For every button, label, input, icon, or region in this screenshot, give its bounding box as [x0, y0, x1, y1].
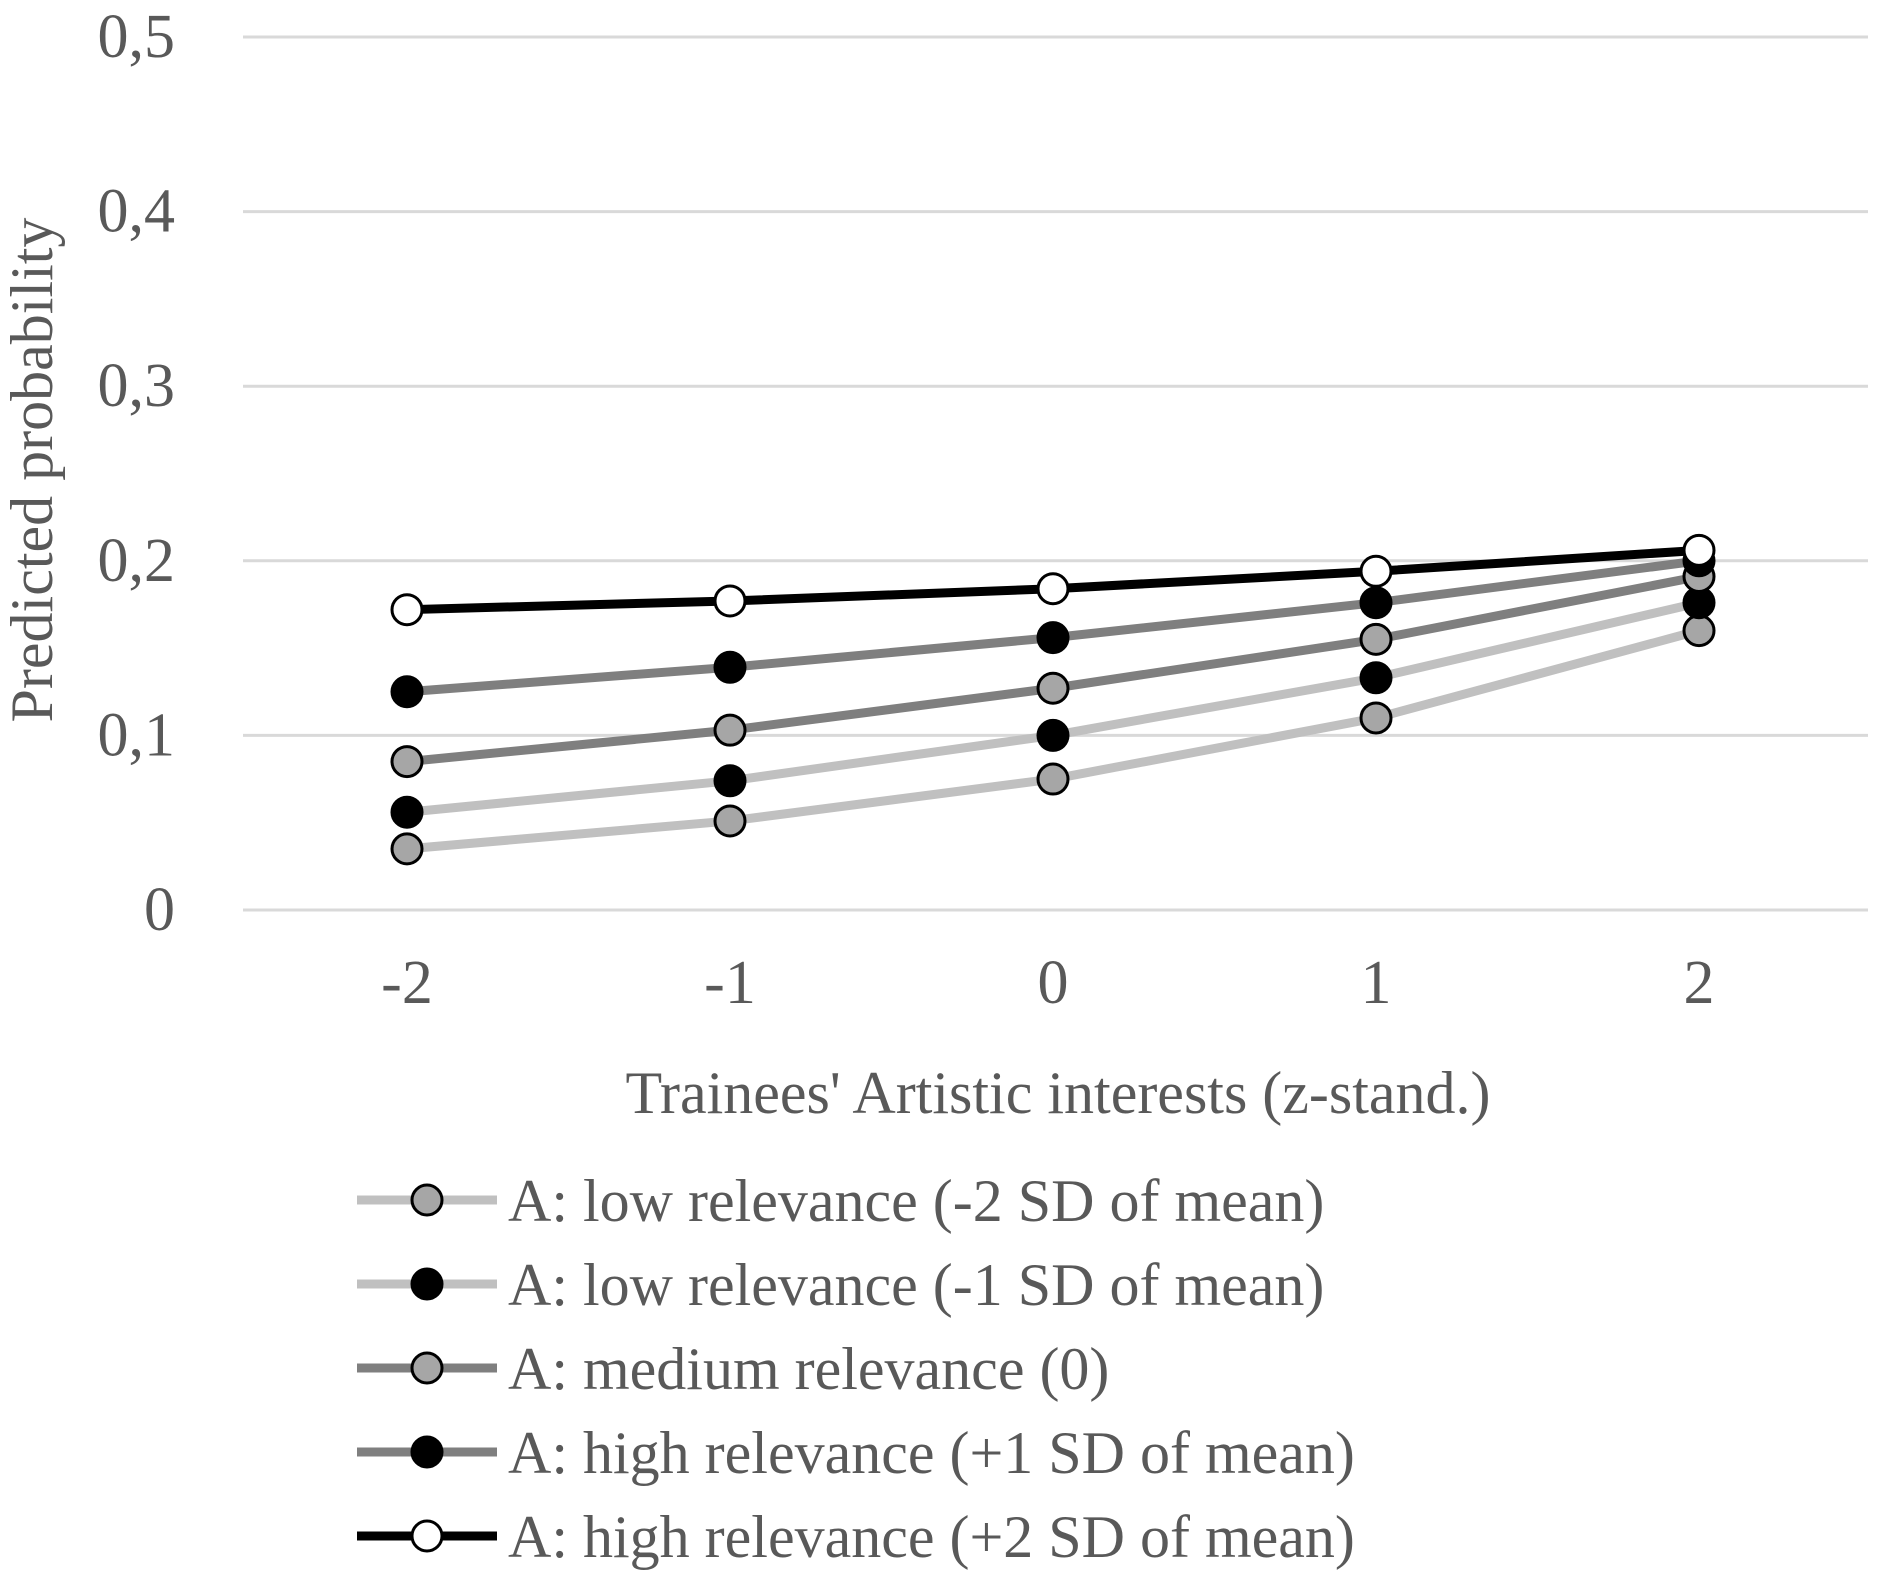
data-point — [390, 675, 424, 709]
data-point — [390, 593, 424, 627]
data-point — [713, 713, 747, 747]
legend-marker — [410, 1519, 444, 1553]
series-2 — [390, 586, 1716, 829]
y-tick-label: 0,3 — [98, 352, 176, 420]
data-point — [1682, 614, 1716, 648]
data-point — [1359, 661, 1393, 695]
data-point — [713, 764, 747, 798]
series-1 — [390, 614, 1716, 866]
y-tick-label: 0 — [144, 876, 175, 944]
legend-marker — [410, 1435, 444, 1469]
legend-item: A: medium relevance (0) — [357, 1336, 1109, 1402]
y-tick-label: 0,4 — [98, 178, 176, 246]
data-point — [1036, 671, 1070, 705]
legend-label: A: low relevance (-1 SD of mean) — [508, 1252, 1324, 1318]
data-point — [1036, 621, 1070, 655]
series-5 — [390, 533, 1716, 627]
y-tick-label: 0,1 — [98, 701, 176, 769]
y-axis-ticks: 0 0,1 0,2 0,3 0,4 0,5 — [98, 3, 176, 944]
data-point — [390, 795, 424, 829]
y-axis-title: Predicted probability — [0, 218, 65, 723]
legend-item: A: low relevance (-2 SD of mean) — [357, 1168, 1324, 1234]
data-point — [1359, 586, 1393, 620]
legend-item: A: high relevance (+1 SD of mean) — [357, 1420, 1355, 1486]
data-point — [1359, 622, 1393, 656]
data-point — [1036, 572, 1070, 606]
y-tick-label: 0,5 — [98, 3, 176, 71]
series-layer — [390, 533, 1716, 866]
x-tick-label: 0 — [1038, 949, 1069, 1017]
data-point — [713, 650, 747, 684]
x-axis-title: Trainees' Artistic interests (z-stand.) — [625, 1060, 1490, 1126]
data-point — [713, 584, 747, 618]
series-4 — [390, 544, 1716, 709]
gridlines — [243, 35, 1868, 912]
legend-marker — [410, 1183, 444, 1217]
legend-label: A: low relevance (-2 SD of mean) — [508, 1168, 1324, 1234]
series-3 — [390, 560, 1716, 779]
x-tick-label: 2 — [1684, 949, 1715, 1017]
data-point — [1036, 718, 1070, 752]
legend-item: A: high relevance (+2 SD of mean) — [357, 1504, 1355, 1570]
x-tick-label: -1 — [704, 949, 756, 1017]
legend-marker — [410, 1351, 444, 1385]
x-tick-label: -2 — [381, 949, 433, 1017]
x-axis-ticks: -2 -1 0 1 2 — [381, 949, 1714, 1017]
data-point — [1036, 762, 1070, 796]
data-point — [1682, 533, 1716, 567]
legend-marker — [410, 1267, 444, 1301]
legend: A: low relevance (-2 SD of mean) A: low r… — [357, 1168, 1355, 1570]
data-point — [713, 804, 747, 838]
data-point — [390, 832, 424, 866]
y-tick-label: 0,2 — [98, 527, 176, 595]
legend-label: A: high relevance (+2 SD of mean) — [508, 1504, 1355, 1570]
data-point — [1359, 701, 1393, 735]
data-point — [390, 745, 424, 779]
legend-item: A: low relevance (-1 SD of mean) — [357, 1252, 1324, 1318]
legend-label: A: medium relevance (0) — [508, 1336, 1109, 1402]
legend-label: A: high relevance (+1 SD of mean) — [508, 1420, 1355, 1486]
data-point — [1359, 554, 1393, 588]
x-tick-label: 1 — [1361, 949, 1392, 1017]
